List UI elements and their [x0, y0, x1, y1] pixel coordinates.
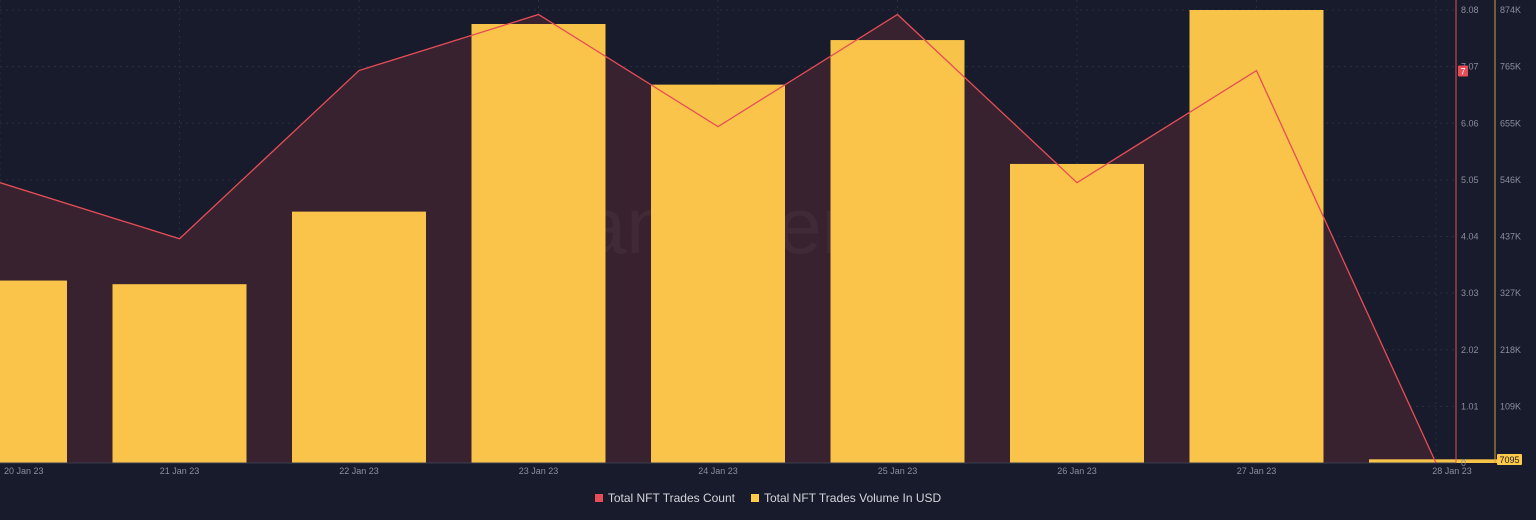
volume-bars — [0, 10, 1503, 463]
x-tick-label: 24 Jan 23 — [698, 466, 738, 476]
volume-bar — [471, 23, 606, 463]
volume-badge-text: 7095 — [1499, 455, 1519, 465]
volume-bar — [0, 280, 67, 463]
legend: Total NFT Trades Count Total NFT Trades … — [0, 491, 1536, 505]
x-tick-label: 23 Jan 23 — [519, 466, 559, 476]
y-axis-labels: 0 1.01 2.02 3.03 4.04 5.05 6.06 7.07 8.08 109K 218… — [1461, 5, 1521, 468]
volume-bar — [292, 211, 426, 463]
legend-label-volume: Total NFT Trades Volume In USD — [763, 491, 942, 505]
volume-tick-label: 218K — [1500, 345, 1521, 355]
volume-tick-label: 655K — [1500, 118, 1521, 128]
x-tick-label: 25 Jan 23 — [878, 466, 918, 476]
axes — [0, 0, 1496, 464]
count-tick-label: 3.03 — [1461, 288, 1479, 298]
legend-label-count: Total NFT Trades Count — [607, 491, 735, 505]
count-line — [0, 13, 1437, 464]
volume-tick-label: 327K — [1500, 288, 1521, 298]
count-badge-bg — [1458, 65, 1468, 77]
x-tick-label: 27 Jan 23 — [1237, 466, 1277, 476]
count-tick-label: 2.02 — [1461, 345, 1479, 355]
volume-tick-label: 874K — [1500, 5, 1521, 15]
volume-tick-label: 109K — [1500, 401, 1521, 411]
volume-bar — [112, 284, 247, 463]
count-tick-label: 8.08 — [1461, 5, 1479, 15]
count-tick-label: 6.06 — [1461, 118, 1479, 128]
x-axis-labels: 20 Jan 23 21 Jan 23 22 Jan 23 23 Jan 23 24 J… — [4, 466, 1472, 476]
count-badge-text: 7 — [1460, 67, 1465, 77]
count-tick-label: 0 — [1461, 458, 1466, 468]
volume-bar — [1369, 459, 1503, 463]
x-tick-label: 28 Jan 23 — [1432, 466, 1472, 476]
count-tick-label: 1.01 — [1461, 401, 1479, 411]
count-tick-label: 5.05 — [1461, 175, 1479, 185]
volume-tick-label: 437K — [1500, 232, 1521, 242]
legend-item-volume[interactable]: Total NFT Trades Volume In USD — [750, 491, 942, 505]
count-tick-label: 4.04 — [1461, 232, 1479, 242]
legend-item-count[interactable]: Total NFT Trades Count — [594, 491, 735, 505]
volume-bar — [830, 40, 965, 463]
volume-bar — [1189, 10, 1324, 463]
legend-swatch-count — [594, 494, 603, 502]
x-tick-label: 21 Jan 23 — [160, 466, 200, 476]
x-tick-label: 22 Jan 23 — [339, 466, 379, 476]
volume-bar — [651, 84, 785, 463]
volume-bar — [1010, 163, 1144, 463]
legend-swatch-volume — [750, 494, 759, 502]
volume-tick-label: 546K — [1500, 175, 1521, 185]
volume-tick-label: 765K — [1500, 62, 1521, 72]
x-tick-label: 26 Jan 23 — [1057, 466, 1097, 476]
x-tick-label: 20 Jan 23 — [4, 466, 44, 476]
volume-badge-bg — [1497, 454, 1522, 465]
count-tick-label: 7.07 — [1461, 62, 1479, 72]
last-value-badges: 7 7095 — [1458, 65, 1522, 465]
